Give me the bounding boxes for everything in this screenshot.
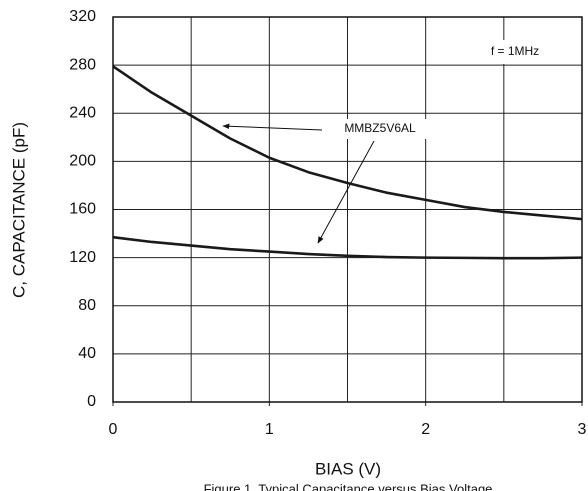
annotation-box	[322, 119, 438, 139]
y-tick-label: 120	[69, 249, 96, 266]
annotation-arrow	[222, 123, 323, 131]
y-tick-label: 0	[87, 393, 96, 410]
grid	[112, 16, 583, 406]
curve	[112, 65, 583, 221]
annotation: f = 1MHz	[491, 44, 539, 58]
plot-frame	[112, 16, 583, 403]
x-axis-label: BIAS (V)	[315, 459, 381, 478]
lines	[112, 65, 583, 260]
curve	[112, 235, 583, 260]
y-tick-label: 200	[69, 153, 96, 170]
annotation-box	[465, 40, 565, 64]
y-tick-label: 320	[69, 8, 96, 25]
y-tick-label: 80	[78, 297, 96, 314]
y-tick-label: 40	[78, 345, 96, 362]
y-tick-label: 240	[69, 104, 96, 121]
x-tick-label: 1	[265, 421, 274, 438]
caption: Figure 1. Typical Capacitance versus Bia…	[204, 481, 493, 491]
annotation-arrow	[317, 140, 375, 244]
y-tick-label: 160	[69, 201, 96, 218]
x-tick-label: 2	[421, 421, 430, 438]
annotation: MMBZ5V6AL	[344, 121, 416, 135]
x-tick-label: 0	[109, 421, 118, 438]
y-axis-label: C, CAPACITANCE (pF)	[9, 122, 28, 298]
x-tick-label: 3	[578, 421, 587, 438]
y-tick-label: 280	[69, 56, 96, 73]
